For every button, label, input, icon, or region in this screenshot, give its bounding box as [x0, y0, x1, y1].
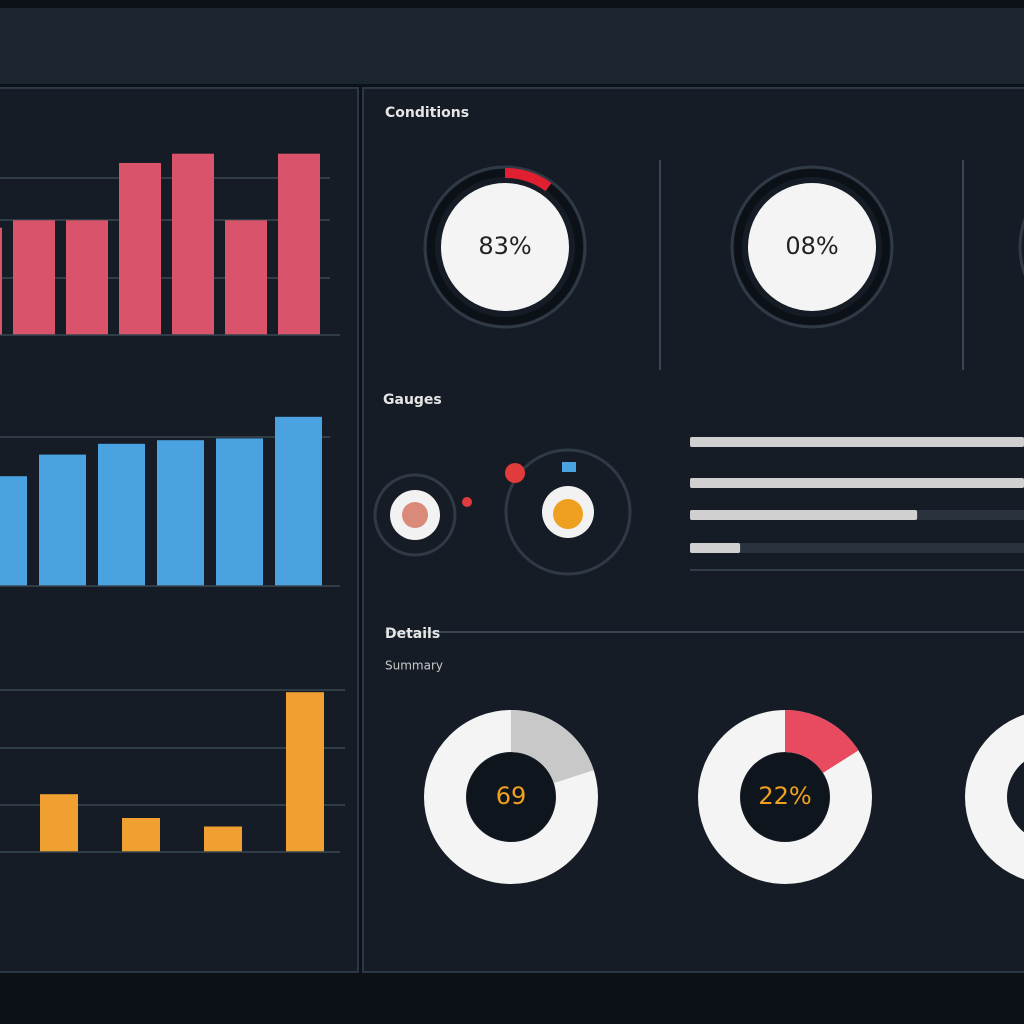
donut-segment — [784, 710, 859, 774]
section-subtitle: Summary — [385, 659, 443, 673]
ring — [373, 473, 457, 557]
bar — [122, 818, 160, 852]
bar — [13, 220, 55, 335]
donut-hole — [741, 753, 829, 841]
bar — [98, 443, 145, 586]
dot — [553, 499, 583, 529]
donut-hole — [467, 753, 555, 841]
panel-title: Conditions — [385, 105, 469, 121]
dot — [402, 502, 428, 528]
bar — [40, 794, 78, 852]
progress-bar — [690, 437, 1024, 447]
bar — [0, 227, 2, 335]
gauge-ring — [423, 165, 587, 329]
bar — [275, 416, 322, 586]
donut-value: 69 — [496, 782, 527, 810]
progress-bar — [690, 478, 1024, 488]
progress-bar — [690, 543, 741, 553]
bar — [66, 220, 108, 335]
donut-segment — [510, 710, 594, 784]
gauge-value: 08% — [785, 232, 838, 260]
bar — [216, 438, 263, 586]
gauge-center — [748, 183, 876, 311]
section-title: Details — [385, 626, 440, 642]
bar — [119, 162, 161, 335]
progress-bar — [690, 510, 918, 520]
bar — [225, 220, 267, 335]
donut-value: 22% — [758, 782, 811, 810]
gauge-value: 83% — [478, 232, 531, 260]
bar — [286, 692, 324, 852]
bar — [157, 440, 204, 586]
gauge-ring — [730, 165, 894, 329]
gauge-arc — [504, 168, 552, 192]
bar — [0, 476, 27, 586]
gauge-center — [441, 183, 569, 311]
section-title: Gauges — [383, 392, 442, 408]
dot — [505, 463, 525, 483]
gauge-ring — [734, 169, 890, 325]
bar — [172, 153, 214, 335]
dot — [462, 497, 472, 507]
marker — [562, 462, 576, 472]
donut-ring — [965, 714, 1024, 880]
progress-track — [690, 543, 1024, 553]
top-bar — [0, 8, 1024, 84]
bar — [204, 826, 242, 852]
gauge-ring — [1018, 217, 1024, 277]
bar — [278, 153, 320, 335]
ring — [504, 448, 632, 576]
bar — [39, 454, 86, 586]
